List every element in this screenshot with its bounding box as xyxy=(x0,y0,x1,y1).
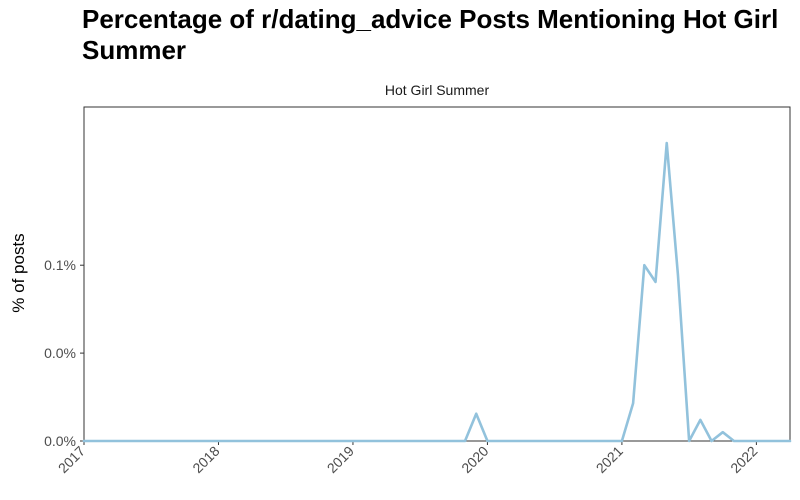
series-line xyxy=(82,141,792,443)
x-tick-label: 2022 xyxy=(727,443,760,476)
x-tick-label: 2020 xyxy=(458,443,491,476)
x-tick-label: 2019 xyxy=(324,443,357,476)
y-tick-label: 0.0% xyxy=(44,433,76,449)
y-tick-label: 0.0% xyxy=(44,345,76,361)
facet-strip-label: Hot Girl Summer xyxy=(384,82,490,98)
chart-title: Percentage of r/dating_advice Posts Ment… xyxy=(82,4,779,65)
x-tick-label: 2021 xyxy=(593,443,626,476)
y-tick-label: 0.1% xyxy=(44,257,76,273)
plot-panel-border xyxy=(83,106,791,442)
x-tick-label: 2018 xyxy=(189,443,222,476)
